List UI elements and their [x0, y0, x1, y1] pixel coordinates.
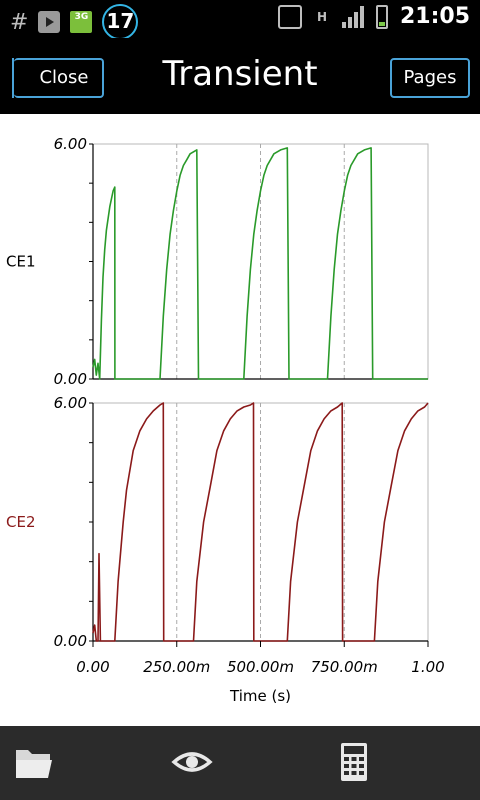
y-tick-label: 6.00 [54, 394, 87, 412]
x-tick-label: 750.00m [311, 658, 378, 676]
calculator-icon[interactable] [332, 740, 376, 784]
y-axis-label: CE1 [6, 253, 36, 271]
x-tick-label: 0.00 [76, 658, 109, 676]
hash-icon: # [10, 9, 29, 35]
battery-icon [375, 4, 388, 29]
folder-icon[interactable] [12, 740, 56, 784]
title-bar: Close Transient Pages [0, 38, 480, 114]
series-line-ce1 [92, 147, 428, 380]
vibrate-icon [277, 4, 302, 29]
eye-icon[interactable] [170, 740, 214, 784]
status-bar: # 3G 17 H 21:05 [0, 0, 480, 40]
x-tick-label: 250.00m [143, 658, 210, 676]
page-title: Transient [162, 54, 318, 94]
y-tick-label: 0.00 [54, 632, 87, 650]
y-tick-label: 0.00 [54, 370, 87, 388]
signal-icon [341, 5, 364, 28]
close-button[interactable]: Close [12, 58, 104, 98]
y-axis-label: CE2 [6, 513, 36, 531]
chart-panel: 6.00 0.00 CE1 6.00 0.00 CE2 0.00 250.00m 500.00m… [0, 114, 480, 726]
network-3g-icon: 3G [70, 11, 93, 33]
bottom-toolbar [0, 726, 480, 800]
y-tick-label: 6.00 [54, 135, 87, 153]
clock: 21:05 [399, 4, 470, 29]
x-tick-label: 500.00m [227, 658, 294, 676]
x-axis-label: Time (s) [229, 687, 291, 705]
transient-chart: 6.00 0.00 CE1 6.00 0.00 CE2 0.00 250.00m 500.00m… [6, 135, 445, 705]
notification-badge: 17 [102, 4, 139, 40]
pages-button[interactable]: Pages [390, 58, 470, 98]
x-tick-label: 1.00 [411, 658, 444, 676]
series-line-ce2 [92, 402, 429, 642]
play-store-icon [38, 11, 61, 33]
data-type-icon: H [316, 9, 327, 24]
